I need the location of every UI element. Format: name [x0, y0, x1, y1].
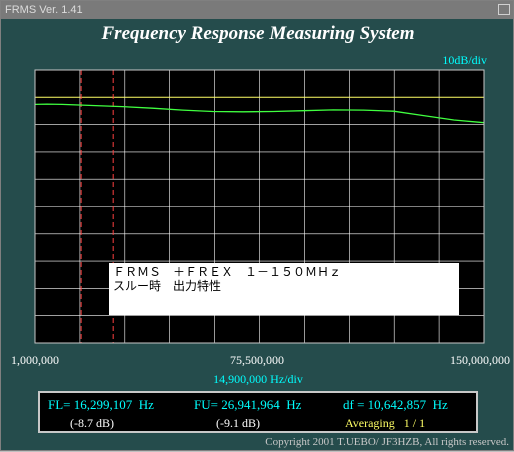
fu-value: FU= 26,941,964 Hz	[194, 397, 302, 412]
fl-value: FL= 16,299,107 Hz	[48, 397, 154, 412]
marker-readout-panel: FL= 16,299,107 Hz FU= 26,941,964 Hz df =…	[38, 391, 478, 433]
fl-level: (-8.7 dB)	[70, 416, 114, 430]
x-tick-mid: 75,500,000	[230, 353, 284, 367]
grid	[35, 70, 484, 343]
close-button[interactable]	[498, 4, 510, 15]
averaging-status: Averaging 1 / 1	[345, 416, 426, 430]
x-tick-max: 150,000,000	[450, 353, 510, 367]
app-title: Frequency Response Measuring System	[101, 23, 415, 44]
window-title: FRMS Ver. 1.41	[5, 4, 83, 16]
x-tick-min: 1,000,000	[11, 353, 59, 367]
response-trace	[34, 103, 485, 124]
x-scale-label: 14,900,000 Hz/div	[213, 372, 303, 386]
annotation-line-2: スルー時 出力特性	[113, 279, 222, 293]
annotation-line-1: ＦＲＭＳ ＋ＦＲＥＸ １－１５０ＭＨｚ	[113, 265, 342, 279]
annotation-box: ＦＲＭＳ ＋ＦＲＥＸ １－１５０ＭＨｚ スルー時 出力特性	[109, 263, 459, 315]
plot-frame	[34, 69, 485, 344]
title-bar[interactable]: FRMS Ver. 1.41	[1, 1, 513, 19]
df-value: df = 10,642,857 Hz	[343, 397, 448, 412]
fu-level: (-9.1 dB)	[216, 416, 260, 430]
y-scale-label: 10dB/div	[442, 53, 487, 67]
copyright-notice: Copyright 2001 T.UEBO/ JF3HZB, All right…	[265, 436, 509, 448]
